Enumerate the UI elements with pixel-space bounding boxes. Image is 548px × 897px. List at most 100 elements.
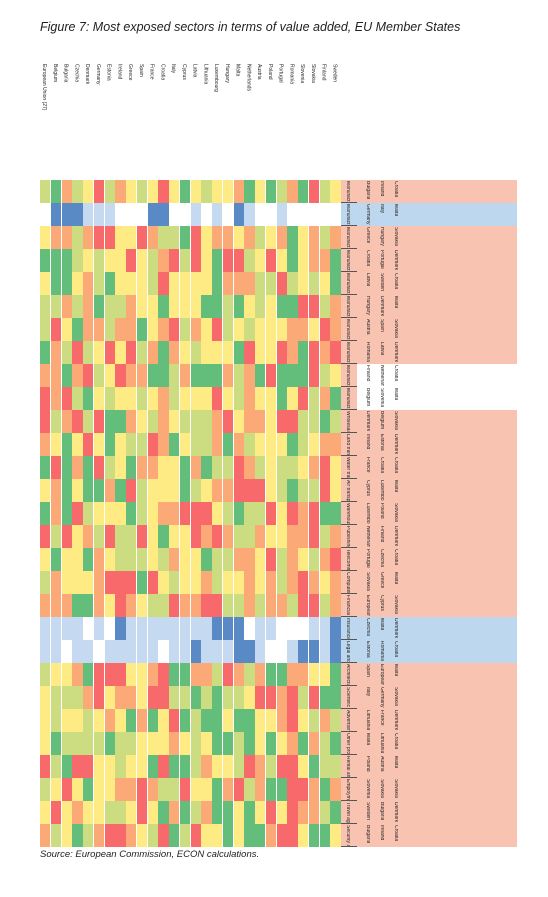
heatmap-cell	[244, 226, 255, 249]
country-label: Croatia	[159, 64, 166, 81]
heatmap-cell	[169, 617, 180, 640]
heatmap-cell	[136, 502, 148, 525]
heatmap-cell	[169, 226, 180, 249]
panel-country-name: Malta	[365, 733, 370, 746]
heatmap-cell	[287, 203, 298, 226]
heatmap-cell	[233, 410, 244, 433]
heatmap-cell	[136, 709, 148, 732]
heatmap-cell	[179, 341, 191, 364]
heatmap-cell	[61, 387, 72, 410]
heatmap-cell	[276, 364, 287, 387]
heatmap-cell	[308, 755, 320, 778]
heatmap-cell	[147, 686, 158, 709]
heatmap-cell	[190, 502, 201, 525]
heatmap-cell	[179, 272, 191, 295]
heatmap-cell	[50, 364, 61, 387]
heatmap-cell	[255, 318, 266, 341]
heatmap-cell	[83, 732, 94, 755]
heatmap-cell	[244, 341, 255, 364]
heatmap-cell	[104, 686, 115, 709]
heatmap-cell	[158, 479, 169, 502]
heatmap-cell	[308, 364, 320, 387]
heatmap-cell	[319, 433, 330, 456]
heatmap-cell	[93, 203, 105, 226]
heatmap-cell	[298, 686, 309, 709]
heatmap-cell	[169, 502, 180, 525]
heatmap-cell	[265, 433, 277, 456]
heatmap-cell	[244, 203, 255, 226]
panel-country-name: Portugal	[365, 549, 370, 568]
heatmap-cell	[244, 479, 255, 502]
heatmap-cell	[169, 203, 180, 226]
country-label: Hungary	[223, 64, 230, 83]
heatmap-cell	[190, 318, 201, 341]
heatmap-cell	[126, 686, 137, 709]
heatmap-cell	[50, 387, 61, 410]
heatmap-cell	[287, 778, 298, 801]
heatmap-cell	[298, 571, 309, 594]
heatmap-cell	[298, 295, 309, 318]
heatmap-cell	[201, 410, 212, 433]
heatmap-cell	[330, 272, 341, 295]
panel-country-name: Denmark	[393, 250, 398, 271]
panel-country-name: Denmark	[365, 411, 370, 432]
heatmap-cell	[330, 364, 341, 387]
heatmap-cell	[298, 341, 309, 364]
heatmap-cell	[147, 272, 158, 295]
heatmap-cell	[50, 755, 61, 778]
panel-country-name: Malta	[393, 756, 398, 769]
heatmap-cell	[244, 778, 255, 801]
heatmap-cell	[61, 709, 72, 732]
heatmap-cell	[287, 709, 298, 732]
heatmap-cell	[276, 571, 287, 594]
heatmap-cell	[212, 617, 223, 640]
heatmap-cell	[136, 686, 148, 709]
panel-country-name: Slovakia	[393, 319, 398, 338]
sector-label: Water transport	[345, 457, 351, 478]
sector-label: Air transport	[345, 480, 351, 501]
heatmap-cell	[136, 295, 148, 318]
heatmap-cell	[50, 732, 61, 755]
heatmap-cell	[136, 387, 148, 410]
heatmap-cell	[179, 801, 191, 824]
heatmap-cell	[40, 686, 51, 709]
heatmap-table: European Union (27) Belgium Bulgaria Czechi…	[40, 64, 402, 847]
heatmap-cell	[212, 180, 223, 203]
heatmap-cell	[276, 272, 287, 295]
row-divider	[341, 524, 402, 525]
heatmap-cell	[190, 525, 201, 548]
heatmap-cell	[83, 226, 94, 249]
heatmap-cell	[147, 180, 158, 203]
heatmap-cell	[212, 479, 223, 502]
panel-country-name: Malta	[393, 572, 398, 585]
panel-country-name: Poland	[379, 503, 384, 519]
heatmap-cell	[61, 525, 72, 548]
row-divider	[341, 501, 402, 502]
row-divider	[341, 570, 402, 571]
heatmap-cell	[265, 594, 277, 617]
heatmap-cell	[255, 640, 266, 663]
heatmap-cell	[147, 249, 158, 272]
heatmap-cell	[201, 249, 212, 272]
heatmap-cell	[287, 594, 298, 617]
heatmap-cell	[104, 456, 115, 479]
heatmap-cell	[287, 295, 298, 318]
heatmap-cell	[40, 594, 51, 617]
heatmap-cell	[233, 387, 244, 410]
panel-country-name: Netherlands	[365, 526, 370, 547]
heatmap-cell	[276, 755, 287, 778]
heatmap-cell	[233, 617, 244, 640]
sector-label: Manufacture of compute	[345, 296, 350, 317]
heatmap-cell	[104, 226, 115, 249]
heatmap-cell	[244, 824, 255, 847]
heatmap-cell	[61, 617, 72, 640]
heatmap-cell	[255, 525, 266, 548]
heatmap-cell	[83, 594, 94, 617]
heatmap-cell	[169, 824, 180, 847]
sector-label: Manufacture of electri	[345, 319, 350, 340]
heatmap-cell	[115, 548, 126, 571]
heatmap-cell	[93, 295, 105, 318]
heatmap-cell	[319, 456, 330, 479]
heatmap-cell	[50, 502, 61, 525]
heatmap-cell	[115, 594, 126, 617]
